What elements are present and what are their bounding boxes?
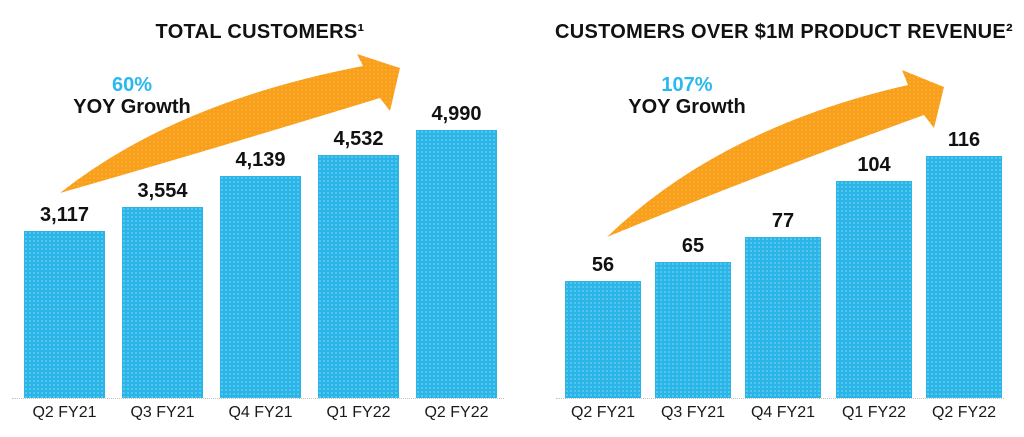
- yoy-growth-annotation: 107% YOY Growth: [587, 74, 787, 118]
- bar: [220, 176, 301, 398]
- x-axis-label: Q1 FY22: [841, 404, 907, 421]
- bar-value-label: 4,139: [235, 149, 286, 171]
- bar: [655, 262, 731, 398]
- bar-value-label: 116: [947, 129, 981, 151]
- x-axis-label: Q4 FY21: [750, 404, 816, 421]
- bar-value-label: 77: [771, 210, 795, 232]
- yoy-growth-percent: 60%: [111, 74, 153, 96]
- bar-value-label: 65: [681, 235, 705, 257]
- yoy-growth-label: YOY Growth: [628, 95, 746, 118]
- bar: [416, 130, 497, 398]
- bar-value-label: 4,990: [431, 103, 482, 125]
- bar: [745, 237, 821, 398]
- bar-value-label: 104: [857, 154, 891, 176]
- x-axis-label: Q2 FY22: [931, 404, 997, 421]
- chart-title: CUSTOMERS OVER $1M PRODUCT REVENUE²: [555, 21, 1013, 43]
- yoy-growth-label: YOY Growth: [73, 95, 191, 118]
- bar-value-label: 56: [591, 254, 615, 276]
- x-axis-label: Q3 FY21: [660, 404, 726, 421]
- bar: [122, 207, 203, 398]
- x-axis-label: Q2 FY21: [32, 404, 97, 421]
- bar: [836, 181, 912, 398]
- chart-title: TOTAL CUSTOMERS¹: [155, 21, 365, 43]
- bar: [318, 155, 399, 398]
- bar-value-label: 3,554: [137, 180, 188, 202]
- yoy-growth-percent: 107%: [661, 74, 713, 96]
- x-axis-label: Q1 FY22: [326, 404, 391, 421]
- x-axis-label: Q4 FY21: [228, 404, 293, 421]
- x-axis-label: Q2 FY22: [424, 404, 489, 421]
- bar: [565, 281, 641, 398]
- bar: [24, 231, 105, 398]
- yoy-growth-annotation: 60% YOY Growth: [32, 74, 232, 118]
- x-axis-label: Q2 FY21: [570, 404, 636, 421]
- chart-customers-over-1m: CUSTOMERS OVER $1M PRODUCT REVENUE² 107%…: [512, 0, 1024, 437]
- bar: [926, 156, 1002, 398]
- x-axis-baseline: [556, 398, 1004, 399]
- chart-total-customers: TOTAL CUSTOMERS¹ 60% YOY Growth 3,117 Q2 …: [12, 21, 504, 421]
- bar-value-label: 3,117: [40, 204, 89, 226]
- bar-value-label: 4,532: [333, 128, 384, 150]
- x-axis-baseline: [12, 398, 504, 399]
- x-axis-label: Q3 FY21: [130, 404, 195, 421]
